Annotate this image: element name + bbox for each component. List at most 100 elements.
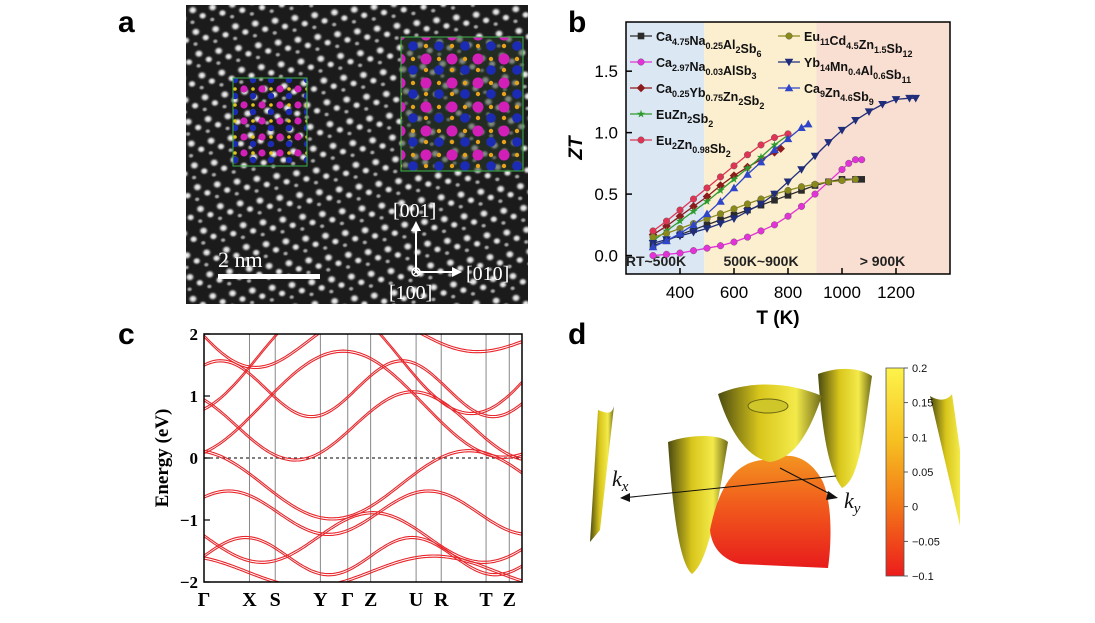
data-point	[858, 176, 866, 183]
data-point	[662, 236, 671, 245]
panel-label-a: a	[118, 6, 135, 39]
series-5	[649, 175, 860, 241]
y-tick-label: −2	[180, 573, 198, 592]
data-point	[689, 220, 698, 229]
legend-entry-5: Eu11Cd4.5Zn1.5Sb12	[778, 30, 912, 59]
legend-entry-7: Ca9Zn4.6Sb9	[778, 82, 874, 107]
legend-label: Ca4.75Na0.25Al2Sb6	[656, 30, 762, 59]
data-point	[648, 242, 658, 251]
y-tick-label: 0.5	[594, 185, 618, 204]
data-point	[824, 139, 833, 147]
band-5	[204, 451, 522, 521]
series-4	[649, 130, 792, 235]
y-tick-label: 0.0	[594, 247, 618, 266]
y-tick-label: 1	[190, 387, 199, 406]
data-point	[675, 229, 685, 237]
data-point	[756, 152, 766, 161]
band-3	[204, 349, 522, 457]
kpoint-label: U	[409, 589, 423, 611]
series-line	[652, 178, 856, 238]
legend-label: Ca2.97Na0.03AlSb3	[656, 56, 757, 81]
colorbar-tick-label: 0.2	[912, 363, 927, 375]
data-point	[837, 126, 847, 135]
kpoint-label: T	[479, 589, 493, 611]
panel-c-band-structure: −2 −1 0 1 2 Energy (eV) Γ X S Y Γ Z U R T Z	[150, 322, 535, 618]
k-axis-line-x	[621, 475, 837, 499]
surface-cone-far-right	[930, 394, 970, 526]
data-point	[689, 207, 698, 215]
data-point	[702, 209, 712, 218]
data-point	[649, 252, 657, 260]
data-point	[662, 217, 670, 225]
data-point	[649, 233, 657, 241]
data-point	[783, 134, 793, 143]
data-point	[770, 140, 779, 149]
data-point	[784, 212, 792, 220]
y-tick-label: 2	[190, 325, 199, 344]
data-point	[743, 208, 752, 216]
y-tick-label: 1.5	[594, 62, 618, 81]
legend-entry-3: EuZn2Sb2	[630, 108, 713, 129]
data-point	[702, 197, 712, 205]
data-point	[864, 108, 874, 117]
data-point	[797, 183, 805, 191]
data-point	[716, 220, 725, 228]
data-point	[743, 200, 751, 208]
data-point	[676, 249, 684, 257]
legend-label: Ca9Zn4.6Sb9	[804, 82, 874, 107]
x-tick-label: 400	[666, 283, 694, 302]
region-label-1: 500K~900K	[723, 253, 798, 269]
legend-marker	[637, 136, 645, 144]
surface-cone-right	[818, 368, 872, 488]
x-axis-label: T (K)	[756, 308, 799, 329]
dir-001-label: [001]	[393, 200, 436, 222]
crystal-overlay-small	[232, 77, 308, 167]
data-point	[797, 166, 806, 174]
region-band-2	[816, 22, 950, 274]
dir-010-label: [010]	[466, 263, 509, 285]
band-0	[204, 334, 522, 370]
data-point	[878, 101, 887, 109]
scale-bar-label: 2 nm	[218, 247, 263, 272]
legend-marker	[637, 32, 645, 40]
panel-label-c: c	[118, 318, 135, 351]
legend-marker	[636, 109, 646, 118]
band-6	[204, 491, 522, 537]
data-point	[743, 164, 752, 172]
data-point	[703, 244, 711, 252]
data-point	[797, 123, 806, 132]
band-8	[204, 538, 522, 577]
data-point	[770, 221, 778, 229]
band-1	[204, 334, 522, 413]
data-point	[784, 186, 792, 194]
series-7	[648, 119, 813, 251]
data-point	[770, 134, 778, 142]
legend-entry-2: Ca0.25Yb0.75Zn2Sb2	[630, 82, 764, 111]
y-axis-label: Energy (eV)	[152, 409, 173, 508]
colorbar-tick-label: 0	[912, 502, 918, 514]
data-point	[716, 210, 724, 218]
band-lines	[204, 334, 522, 582]
legend-label: EuZn2Sb2	[656, 108, 713, 129]
data-point	[729, 215, 739, 223]
data-point	[689, 195, 697, 203]
colorbar-tick-label: −0.1	[912, 571, 934, 583]
y-tick-label: −1	[180, 511, 198, 530]
legend-entry-4: Eu2Zn0.98Sb2	[630, 134, 731, 159]
panel-label-b: b	[568, 6, 587, 39]
data-point	[649, 227, 657, 235]
legend-label: Ca0.25Yb0.75Zn2Sb2	[656, 82, 764, 111]
legend-entry-0: Ca4.75Na0.25Al2Sb6	[630, 30, 762, 59]
data-point	[757, 227, 765, 235]
data-point	[675, 216, 685, 225]
legend-marker	[784, 58, 794, 67]
data-point	[743, 151, 751, 159]
data-point	[771, 196, 778, 204]
surface-cone-left	[668, 436, 728, 574]
panel-label-d: d	[568, 318, 587, 351]
kpoint-label: Y	[313, 589, 328, 611]
y-axis-label: ZT	[566, 135, 587, 161]
dir-100-label: [100]	[389, 282, 432, 304]
data-point	[757, 141, 765, 149]
k-x-arrowhead	[620, 493, 630, 502]
